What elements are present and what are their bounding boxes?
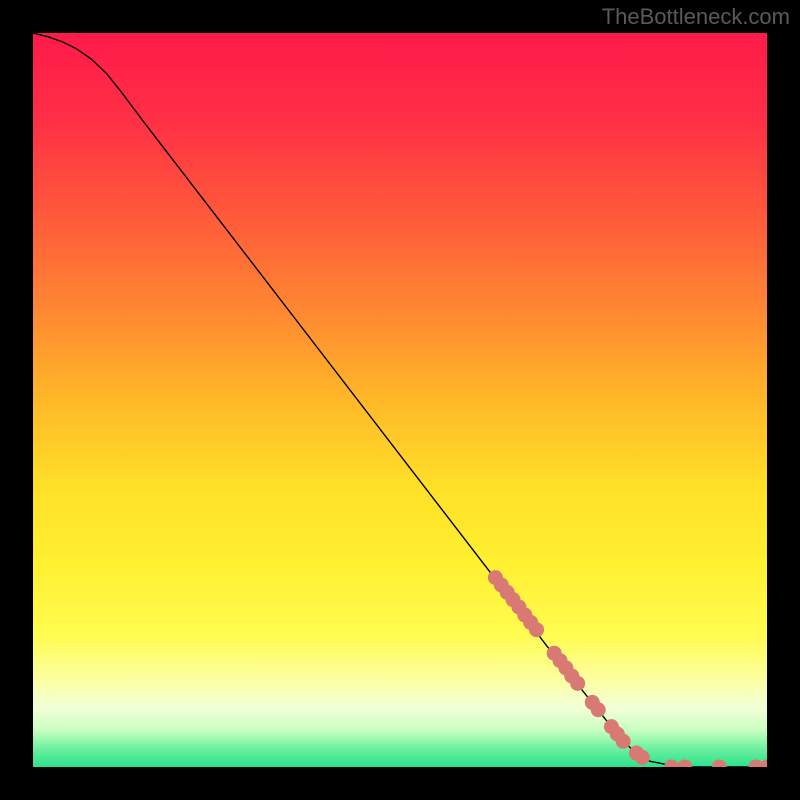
chart-plot-area — [33, 33, 767, 767]
chart-svg — [33, 33, 767, 767]
data-point — [529, 622, 544, 637]
chart-background — [33, 33, 767, 767]
data-point — [616, 734, 631, 749]
watermark-text: TheBottleneck.com — [602, 4, 790, 30]
data-point — [591, 702, 606, 717]
data-point — [570, 676, 585, 691]
data-point — [635, 750, 650, 765]
